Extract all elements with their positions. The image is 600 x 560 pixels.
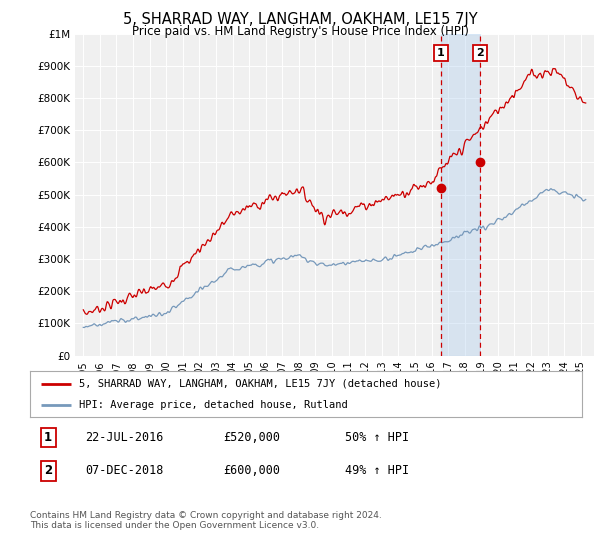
Text: 50% ↑ HPI: 50% ↑ HPI xyxy=(344,431,409,444)
Bar xyxy=(440,34,480,356)
Text: 5, SHARRAD WAY, LANGHAM, OAKHAM, LE15 7JY: 5, SHARRAD WAY, LANGHAM, OAKHAM, LE15 7J… xyxy=(122,12,478,27)
Text: 07-DEC-2018: 07-DEC-2018 xyxy=(85,464,164,478)
Text: 5, SHARRAD WAY, LANGHAM, OAKHAM, LE15 7JY (detached house): 5, SHARRAD WAY, LANGHAM, OAKHAM, LE15 7J… xyxy=(79,379,441,389)
Text: £520,000: £520,000 xyxy=(223,431,280,444)
Text: 49% ↑ HPI: 49% ↑ HPI xyxy=(344,464,409,478)
Text: 2: 2 xyxy=(476,48,484,58)
Text: 2: 2 xyxy=(44,464,52,478)
Text: HPI: Average price, detached house, Rutland: HPI: Average price, detached house, Rutl… xyxy=(79,400,347,410)
Text: 1: 1 xyxy=(44,431,52,444)
Text: Price paid vs. HM Land Registry's House Price Index (HPI): Price paid vs. HM Land Registry's House … xyxy=(131,25,469,38)
Text: Contains HM Land Registry data © Crown copyright and database right 2024.
This d: Contains HM Land Registry data © Crown c… xyxy=(30,511,382,530)
Text: 22-JUL-2016: 22-JUL-2016 xyxy=(85,431,164,444)
Text: £600,000: £600,000 xyxy=(223,464,280,478)
Text: 1: 1 xyxy=(437,48,445,58)
